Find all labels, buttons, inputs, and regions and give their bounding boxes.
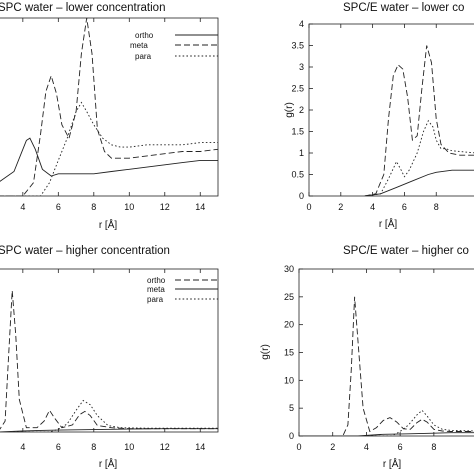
x-tick-label: 4 <box>20 442 25 452</box>
y-tick-label: 25 <box>284 292 294 302</box>
y-tick-label: 2 <box>299 105 304 115</box>
series-line-ortho <box>0 137 218 182</box>
series-line-meta <box>0 18 218 196</box>
series-line-para <box>299 409 474 436</box>
x-tick-label: 2 <box>330 442 335 452</box>
y-tick-label: 10 <box>284 375 294 385</box>
y-tick-label: 1 <box>299 148 304 158</box>
x-tick-label: 6 <box>398 442 403 452</box>
series-line-meta <box>364 45 474 196</box>
x-tick-label: 2 <box>338 202 343 212</box>
series-line-para <box>364 119 474 196</box>
y-axis-label: g(r) <box>284 102 295 118</box>
x-tick-label: 8 <box>431 442 436 452</box>
x-axis-label: r [Å] <box>99 218 118 231</box>
legend-label: para <box>135 52 152 61</box>
x-axis-label: r [Å] <box>383 457 402 470</box>
series-line-ortho <box>364 169 474 196</box>
x-tick-label: 14 <box>195 202 205 212</box>
x-axis-label: r [Å] <box>379 217 398 230</box>
x-tick-label: 10 <box>124 202 134 212</box>
x-tick-label: 10 <box>124 442 134 452</box>
x-tick-label: 8 <box>91 202 96 212</box>
x-tick-label: 4 <box>370 202 375 212</box>
x-tick-label: 4 <box>20 202 25 212</box>
y-tick-label: 0.5 <box>291 170 304 180</box>
plot-frame-1 <box>0 17 219 197</box>
series-line-ortho <box>0 290 218 430</box>
panel-title-3: SPC water – higher concentration <box>0 245 170 257</box>
x-tick-label: 6 <box>56 442 61 452</box>
plot-frame-4 <box>298 268 474 437</box>
y-tick-label: 3 <box>299 62 304 72</box>
y-tick-label: 20 <box>284 320 294 330</box>
panel-title-4: SPC/E water – higher co <box>343 245 469 257</box>
y-tick-label: 0 <box>299 191 304 201</box>
legend-label: ortho <box>147 276 166 285</box>
legend-label: meta <box>130 41 148 50</box>
x-tick-label: 0 <box>306 202 311 212</box>
y-tick-label: 5 <box>289 403 294 413</box>
x-axis-label: r [Å] <box>99 457 118 470</box>
legend-label: para <box>147 295 164 304</box>
panel-title-2: SPC/E water – lower co <box>343 2 464 14</box>
x-tick-label: 8 <box>434 202 439 212</box>
y-tick-label: 3.5 <box>291 41 304 51</box>
x-tick-label: 12 <box>160 202 170 212</box>
x-tick-label: 0 <box>296 442 301 452</box>
plot-frame-3 <box>0 268 219 433</box>
series-line-ortho <box>299 296 474 436</box>
y-tick-label: 2.5 <box>291 84 304 94</box>
series-line-para <box>0 101 218 196</box>
y-tick-label: 0 <box>289 431 294 441</box>
x-tick-label: 8 <box>91 442 96 452</box>
x-tick-label: 4 <box>364 442 369 452</box>
x-tick-label: 12 <box>160 442 170 452</box>
y-tick-label: 30 <box>284 264 294 274</box>
y-tick-label: 1.5 <box>291 127 304 137</box>
legend-label: meta <box>147 285 165 294</box>
x-tick-label: 14 <box>195 442 205 452</box>
series-line-meta <box>0 428 218 432</box>
legend-label: ortho <box>135 31 154 40</box>
x-tick-label: 6 <box>402 202 407 212</box>
y-tick-label: 15 <box>284 348 294 358</box>
y-tick-label: 4 <box>299 19 304 29</box>
series-line-meta <box>299 432 474 436</box>
y-axis-label: g(r) <box>260 344 271 360</box>
series-line-para <box>0 399 218 432</box>
x-tick-label: 6 <box>56 202 61 212</box>
panel-title-1: SPC water – lower concentration <box>0 2 165 14</box>
